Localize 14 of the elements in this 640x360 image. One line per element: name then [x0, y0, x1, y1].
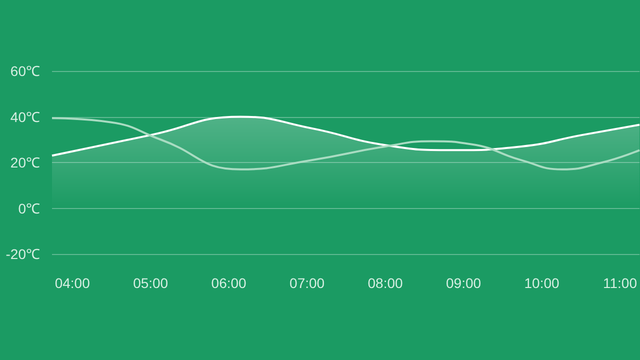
- x-tick-label: 09:00: [446, 275, 482, 291]
- y-tick-label: -20℃: [6, 246, 40, 262]
- x-tick-label: 11:00: [603, 275, 638, 291]
- y-tick-label: 60℃: [10, 63, 40, 79]
- x-tick-label: 08:00: [368, 275, 404, 291]
- y-tick-label: 20℃: [10, 154, 40, 170]
- x-tick-label: 05:00: [133, 275, 168, 291]
- line-series: [51, 117, 640, 170]
- y-tick-label: 0℃: [18, 200, 40, 216]
- x-tick-label: 07:00: [290, 275, 325, 291]
- x-tick-label: 10:00: [524, 275, 560, 291]
- x-tick-label: 06:00: [211, 275, 247, 291]
- x-tick-label: 04:00: [54, 275, 90, 291]
- y-tick-label: 40℃: [10, 108, 40, 125]
